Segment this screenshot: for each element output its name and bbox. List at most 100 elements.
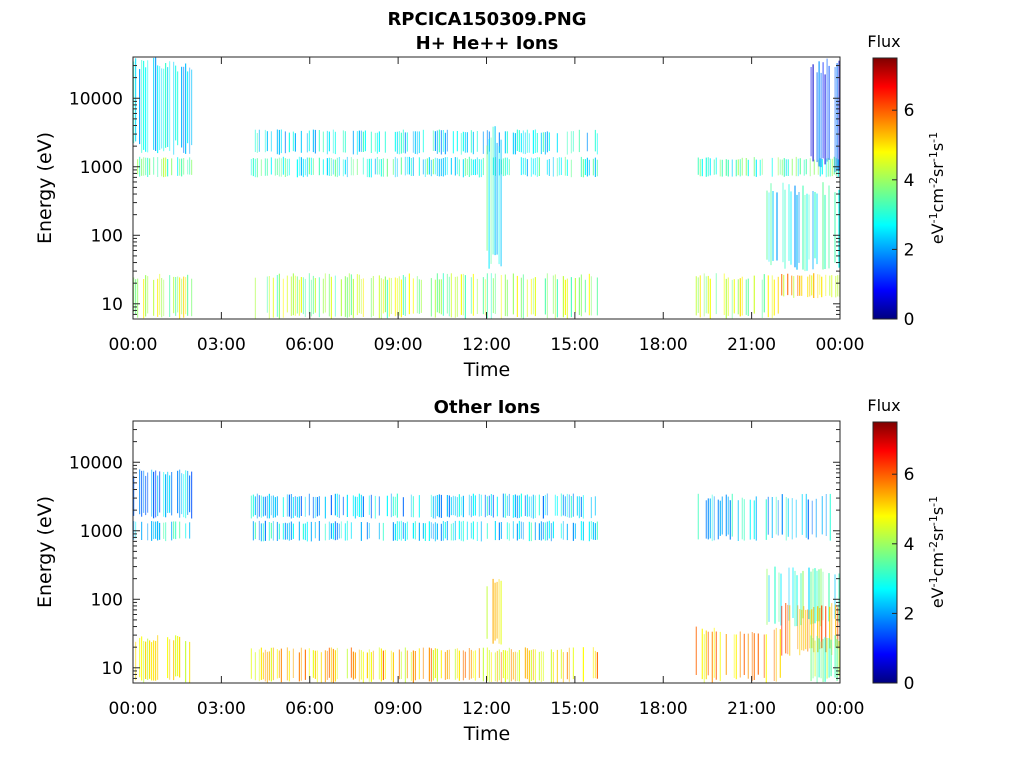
heatmap-cell	[508, 647, 510, 683]
heatmap-cell	[482, 157, 484, 176]
heatmap-cell	[486, 130, 488, 155]
heatmap-cell	[504, 157, 506, 176]
heatmap-cell	[254, 522, 256, 540]
heatmap-cell	[518, 520, 520, 540]
heatmap-cell	[139, 69, 141, 145]
panel-top-title: H+ He++ Ions	[416, 33, 559, 54]
heatmap-cell	[384, 276, 386, 313]
heatmap-cell	[141, 60, 143, 153]
heatmap-cell	[358, 130, 360, 152]
heatmap-cell	[360, 494, 362, 518]
heatmap-cell	[394, 523, 396, 541]
heatmap-cell	[398, 649, 400, 680]
heatmap-cell	[808, 567, 810, 620]
heatmap-cell	[264, 496, 266, 516]
heatmap-cell	[452, 131, 454, 154]
heatmap-cell	[402, 497, 404, 517]
heatmap-cell	[276, 521, 278, 541]
heatmap-cell	[817, 159, 819, 175]
heatmap-cell	[264, 129, 266, 153]
heatmap-cell	[380, 648, 382, 682]
heatmap-cell	[135, 521, 137, 539]
heatmap-cell	[705, 500, 707, 539]
heatmap-cell	[462, 159, 464, 178]
heatmap-cell	[316, 497, 318, 517]
heatmap-cell	[372, 276, 374, 316]
heatmap-cell	[396, 131, 398, 154]
heatmap-cell	[354, 496, 356, 519]
heatmap-cell	[817, 274, 819, 299]
heatmap-cell	[426, 158, 428, 175]
heatmap-cell	[524, 157, 526, 175]
heatmap-cell	[834, 574, 836, 619]
heatmap-cell	[252, 494, 254, 517]
heatmap-cell	[300, 157, 302, 176]
heatmap-cell	[402, 129, 404, 153]
heatmap-cell	[488, 495, 490, 516]
heatmap-cell	[701, 158, 703, 177]
heatmap-cell	[292, 497, 294, 518]
heatmap-cell	[256, 158, 258, 178]
heatmap-cell	[472, 651, 474, 678]
heatmap-cell	[185, 523, 187, 539]
heatmap-cell	[250, 648, 252, 679]
heatmap-cell	[292, 131, 294, 152]
heatmap-cell	[436, 495, 438, 517]
heatmap-cell	[472, 521, 474, 540]
heatmap-cell	[522, 522, 524, 540]
heatmap-cell	[811, 275, 813, 296]
heatmap-cell	[506, 495, 508, 516]
heatmap-cell	[464, 158, 466, 176]
heatmap-cell	[506, 131, 508, 154]
heatmap-cell	[772, 191, 774, 261]
heatmap-cell	[506, 522, 508, 540]
heatmap-cell	[384, 649, 386, 679]
heatmap-cell	[430, 494, 432, 517]
heatmap-cell	[713, 627, 715, 678]
heatmap-cell	[584, 159, 586, 176]
heatmap-cell	[412, 522, 414, 539]
heatmap-cell	[404, 276, 406, 316]
heatmap-cell	[793, 276, 795, 298]
heatmap-cell	[252, 158, 254, 177]
heatmap-cell	[781, 274, 783, 296]
heatmap-cell	[135, 58, 137, 142]
heatmap-cell	[181, 66, 183, 148]
heatmap-cell	[318, 277, 320, 318]
heatmap-cell	[791, 498, 793, 540]
heatmap-cell	[550, 649, 552, 683]
heatmap-cell	[536, 157, 538, 177]
heatmap-cell	[480, 521, 482, 542]
heatmap-cell	[813, 273, 815, 298]
heatmap-cell	[466, 521, 468, 540]
heatmap-cell	[532, 158, 534, 175]
heatmap-cell	[378, 522, 380, 540]
heatmap-cell	[820, 641, 822, 679]
heatmap-cell	[580, 521, 582, 541]
heatmap-cell	[187, 159, 189, 175]
heatmap-cell	[813, 607, 815, 653]
heatmap-cell	[496, 142, 498, 255]
heatmap-cell	[484, 279, 486, 316]
heatmap-cell	[566, 652, 568, 680]
heatmap-cell	[743, 499, 745, 541]
heatmap-cell	[452, 522, 454, 541]
heatmap-cell	[268, 522, 270, 541]
heatmap-cell	[386, 495, 388, 517]
heatmap-cell	[438, 279, 440, 314]
heatmap-cell	[422, 523, 424, 539]
heatmap-cell	[296, 159, 298, 178]
colorbar-tick-label: 2	[904, 240, 915, 260]
heatmap-cell	[530, 522, 532, 542]
heatmap-cell	[500, 580, 502, 645]
heatmap-cell	[430, 278, 432, 317]
heatmap-cell	[470, 130, 472, 153]
heatmap-cell	[546, 273, 548, 319]
heatmap-cell	[396, 521, 398, 541]
heatmap-cell	[145, 67, 147, 152]
heatmap-cell	[484, 494, 486, 518]
heatmap-cell	[735, 159, 737, 177]
heatmap-cell	[788, 567, 790, 621]
colorbar-gradient-top	[872, 57, 898, 320]
heatmap-cell	[414, 651, 416, 681]
